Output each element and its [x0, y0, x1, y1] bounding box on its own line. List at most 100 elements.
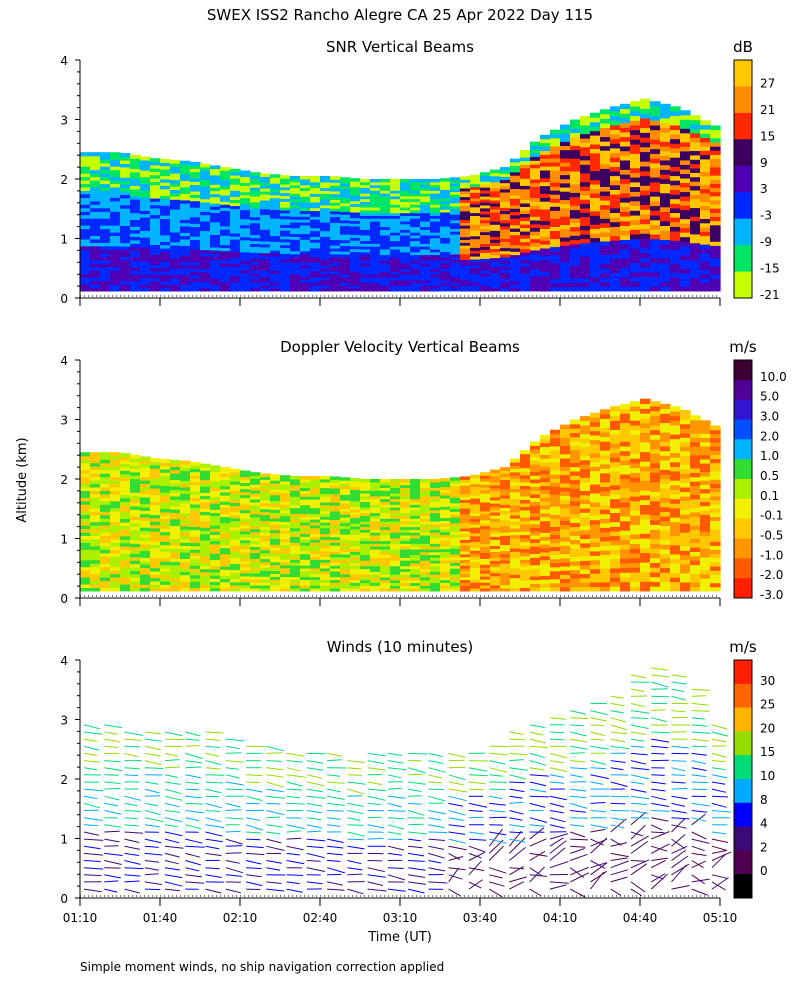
heat-cell — [240, 536, 251, 541]
heat-cell — [270, 180, 281, 184]
heat-cell — [370, 274, 381, 278]
heat-cell — [440, 537, 451, 541]
heat-cell — [340, 205, 351, 210]
heat-cell — [250, 587, 261, 592]
heat-cell — [590, 166, 601, 172]
heat-cell — [80, 238, 91, 243]
heat-cell — [360, 285, 371, 289]
heat-cell — [100, 483, 111, 488]
heat-cell — [500, 547, 511, 552]
heat-cell — [500, 535, 511, 539]
heat-cell — [80, 197, 91, 202]
heat-cell — [120, 253, 131, 257]
heat-cell — [290, 282, 301, 286]
heat-cell — [310, 250, 321, 255]
heat-cell — [510, 247, 521, 252]
heat-cell — [710, 166, 721, 172]
heat-cell — [400, 179, 411, 183]
heat-cell — [570, 573, 581, 579]
heat-cell — [320, 199, 331, 203]
heat-cell — [450, 573, 461, 578]
heat-cell — [420, 260, 431, 264]
heat-cell — [140, 237, 151, 242]
heat-cell — [310, 547, 321, 552]
heat-cell — [360, 560, 371, 564]
heat-cell — [360, 232, 371, 236]
heat-cell — [400, 487, 411, 491]
heat-cell — [580, 142, 591, 148]
heat-cell — [280, 567, 291, 572]
heat-cell — [660, 539, 671, 545]
heat-cell — [480, 540, 491, 544]
heat-cell — [440, 251, 451, 255]
heat-cell — [430, 223, 441, 228]
heat-cell — [420, 204, 431, 208]
heat-cell — [490, 490, 501, 495]
heat-cell — [680, 150, 691, 156]
heat-cell — [260, 570, 271, 574]
heat-cell — [360, 260, 371, 264]
heat-cell — [400, 565, 411, 570]
heat-cell — [430, 262, 441, 267]
heat-cell — [650, 576, 661, 582]
heat-cell — [370, 509, 381, 514]
heat-cell — [370, 215, 381, 219]
heat-cell — [240, 545, 251, 550]
heat-cell — [110, 521, 121, 526]
heat-cell — [330, 239, 341, 243]
heat-cell — [170, 258, 181, 262]
heat-cell — [100, 176, 111, 181]
heat-cell — [110, 476, 121, 481]
heat-cell — [380, 260, 391, 264]
heat-cell — [430, 507, 441, 511]
heat-cell — [660, 427, 671, 433]
heat-cell — [280, 518, 291, 523]
heat-cell — [470, 489, 481, 493]
heat-cell — [290, 224, 301, 229]
heat-cell — [480, 516, 491, 521]
heat-cell — [240, 212, 251, 217]
heat-cell — [620, 216, 631, 222]
heat-cell — [240, 230, 251, 235]
heat-cell — [100, 169, 111, 174]
heat-cell — [210, 490, 221, 495]
heat-cell — [380, 501, 391, 505]
heat-cell — [620, 417, 631, 424]
heat-cell — [380, 504, 391, 508]
heat-cell — [610, 452, 621, 458]
heat-cell — [660, 286, 671, 292]
heat-cell — [580, 238, 591, 244]
heat-cell — [630, 124, 641, 131]
heat-cell — [410, 179, 421, 183]
heat-cell — [540, 287, 551, 292]
heat-cell — [590, 259, 601, 265]
heat-cell — [590, 524, 601, 530]
heat-cell — [470, 480, 481, 485]
heat-cell — [120, 215, 131, 220]
heat-cell — [640, 432, 651, 438]
heat-cell — [520, 224, 531, 229]
heat-cell — [590, 246, 601, 252]
heat-cell — [400, 534, 411, 539]
heat-cell — [510, 195, 521, 199]
heat-cell — [480, 507, 491, 512]
heat-cell — [610, 198, 621, 204]
heat-cell — [330, 550, 341, 555]
heat-cell — [260, 585, 271, 589]
heat-cell — [310, 501, 321, 506]
heat-cell — [170, 228, 181, 233]
heat-cell — [490, 275, 501, 280]
heat-cell — [100, 462, 111, 467]
heat-cell — [120, 225, 131, 230]
heat-cell — [300, 201, 311, 206]
heat-cell — [160, 254, 171, 259]
heat-cell — [190, 203, 201, 208]
heat-cell — [600, 191, 611, 197]
heat-cell — [370, 223, 381, 228]
heat-cell — [620, 122, 631, 128]
heat-cell — [640, 586, 651, 592]
heat-cell — [590, 282, 601, 288]
heat-cell — [160, 482, 171, 486]
heat-cell — [630, 248, 641, 254]
heat-cell — [440, 545, 451, 550]
